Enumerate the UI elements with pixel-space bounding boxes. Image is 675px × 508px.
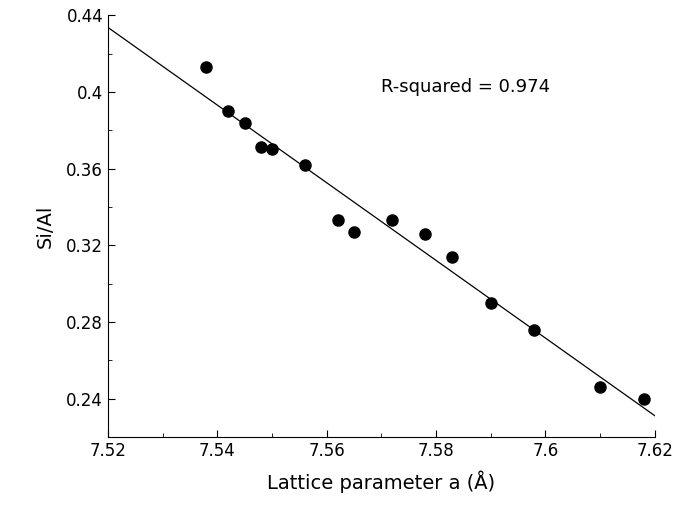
Point <box>595 383 605 391</box>
Point <box>300 161 310 169</box>
Point <box>485 299 496 307</box>
Y-axis label: Si/Al: Si/Al <box>36 204 55 248</box>
Text: R-squared = 0.974: R-squared = 0.974 <box>381 78 551 97</box>
Point <box>639 395 649 403</box>
Point <box>447 252 458 261</box>
Point <box>332 216 343 225</box>
Point <box>256 143 267 151</box>
Point <box>240 118 250 126</box>
Point <box>420 230 431 238</box>
Point <box>267 145 277 153</box>
Point <box>529 326 540 334</box>
Point <box>387 216 398 225</box>
Point <box>223 107 234 115</box>
Point <box>201 63 212 71</box>
Point <box>349 228 360 236</box>
X-axis label: Lattice parameter a (Å): Lattice parameter a (Å) <box>267 471 495 493</box>
